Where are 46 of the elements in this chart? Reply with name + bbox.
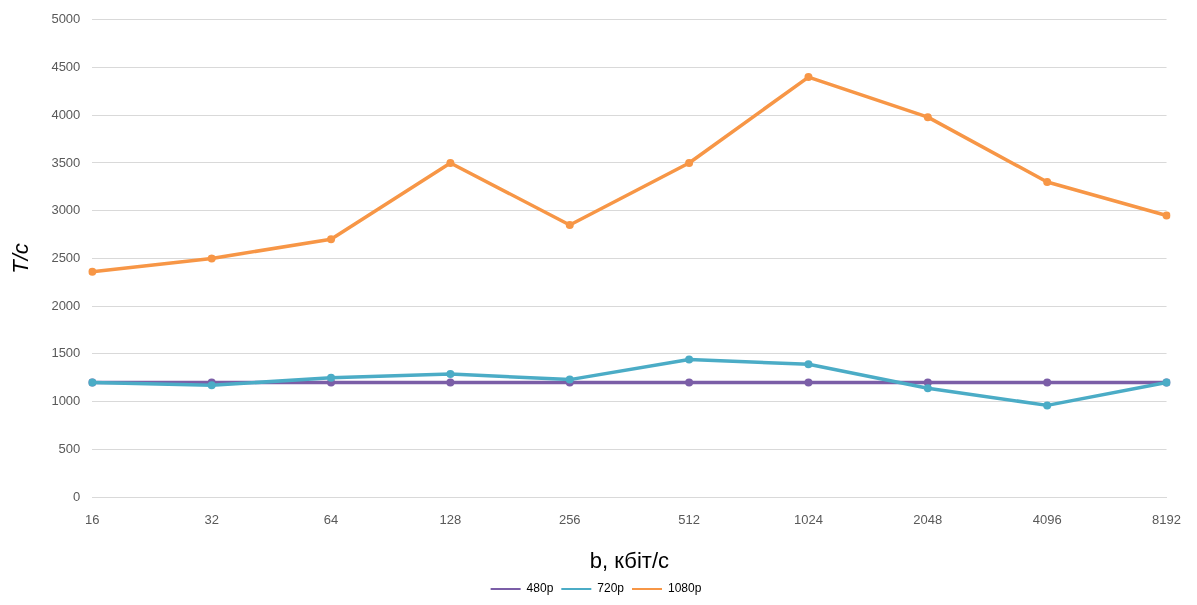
point — [1043, 178, 1052, 187]
y-tick-label: 1000 — [51, 393, 81, 409]
point — [685, 378, 694, 387]
point — [685, 355, 694, 364]
x-tick-label: 1024 — [794, 512, 823, 528]
point — [327, 373, 336, 382]
y-tick-label: 5000 — [51, 11, 81, 27]
x-tick-label: 256 — [558, 512, 581, 528]
point — [88, 267, 97, 276]
y-tick-label: 3000 — [51, 202, 81, 218]
point — [446, 369, 455, 378]
y-tick-label: 500 — [58, 440, 81, 456]
point — [685, 158, 694, 167]
x-tick-label: 4096 — [1032, 512, 1062, 528]
point — [446, 378, 455, 387]
point — [923, 113, 932, 122]
x-tick-label: 64 — [323, 512, 339, 528]
x-tick-label: 2048 — [913, 512, 943, 528]
point — [923, 384, 932, 393]
y-tick-label: 2000 — [51, 297, 81, 313]
x-tick-label: 8192 — [1152, 512, 1181, 528]
x-tick-label: 512 — [678, 512, 700, 528]
y-tick-label: 4000 — [51, 106, 81, 122]
x-tick-label: 128 — [439, 512, 462, 528]
point — [327, 235, 336, 244]
point — [804, 360, 813, 369]
y-tick-label: 2500 — [51, 249, 81, 265]
y-tick-label: 4500 — [51, 59, 81, 75]
point — [804, 73, 813, 82]
y-tick-label: 0 — [73, 488, 81, 504]
legend-label: 480p — [526, 581, 554, 596]
point — [207, 254, 216, 263]
legend-label: 1080p — [668, 581, 702, 596]
x-tick-label: 32 — [204, 512, 219, 528]
point — [565, 221, 574, 229]
point — [1043, 401, 1052, 410]
y-tick-label: 1500 — [51, 345, 81, 361]
point — [446, 158, 455, 167]
x-tick-label: 16 — [85, 512, 100, 528]
legend-label: 720p — [597, 581, 625, 596]
point — [804, 378, 813, 387]
y-axis-title: Т/с — [8, 243, 34, 274]
x-axis-title: b, кбіт/с — [589, 547, 670, 573]
y-tick-label: 3500 — [51, 154, 81, 170]
point — [1162, 211, 1171, 220]
point — [1043, 378, 1052, 387]
